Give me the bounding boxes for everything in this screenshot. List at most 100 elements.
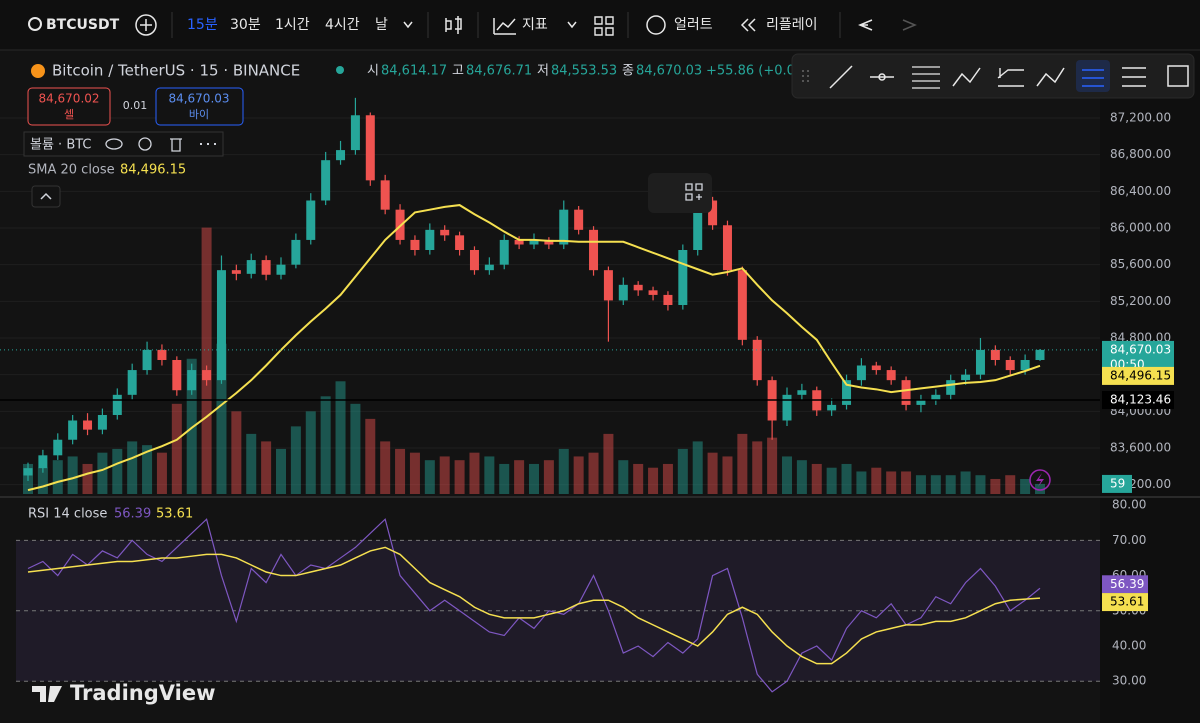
candle-body	[871, 365, 881, 371]
candle-body	[484, 264, 494, 271]
candle-body	[901, 380, 911, 405]
drawing-toolbar	[791, 53, 1195, 99]
candle-body	[38, 455, 48, 469]
volume-bar	[276, 448, 286, 494]
candle-body	[693, 200, 703, 251]
market-status	[336, 66, 344, 74]
position-tool[interactable]	[1122, 67, 1146, 87]
interval[interactable]: 1시간	[275, 17, 310, 33]
plot: 83,200.0083,600.0084,000.0084,400.0084,8…	[0, 97, 1174, 693]
add-icon	[140, 19, 152, 31]
interval[interactable]: 4시간	[325, 17, 360, 33]
abcd-tool[interactable]	[1036, 67, 1065, 87]
volume-bar	[335, 381, 346, 494]
brand-logo	[32, 686, 62, 702]
undo[interactable]	[858, 19, 873, 31]
collapse-button[interactable]	[31, 185, 61, 208]
add-symbol[interactable]	[135, 14, 157, 36]
rsi-tag	[1102, 593, 1148, 612]
buy-label: 바이	[189, 108, 209, 121]
add-widget[interactable]	[685, 183, 703, 201]
search-icon[interactable]	[28, 17, 42, 31]
interval[interactable]: 15분	[187, 17, 218, 33]
candle-body	[618, 284, 628, 301]
y-tick-label: 86,800.00	[1110, 147, 1171, 161]
buy-button[interactable]	[155, 87, 244, 126]
rsi-line	[27, 546, 1041, 665]
candle-body	[946, 380, 956, 395]
volume-bar	[886, 471, 897, 494]
rsi-title: RSI 14 close	[28, 507, 107, 522]
candle-body	[782, 394, 792, 421]
interval[interactable]: 30분	[230, 17, 261, 33]
replay-icon[interactable]	[740, 18, 756, 32]
indicator-icon[interactable]	[493, 18, 516, 35]
volume-bar	[156, 452, 167, 494]
alert[interactable]: 얼러트	[674, 17, 713, 33]
replay[interactable]: 리플레이	[766, 17, 818, 33]
sma-value: 84,496.15	[120, 163, 186, 178]
sell-button[interactable]	[27, 87, 111, 126]
change: +55.86 (+0.07	[706, 64, 803, 79]
candle-body	[187, 370, 197, 391]
volume-bar	[543, 460, 554, 494]
indicators[interactable]: 지표	[522, 17, 548, 33]
templates[interactable]	[594, 16, 614, 36]
projection-tool[interactable]	[997, 68, 1024, 87]
brand: TradingView	[70, 681, 215, 705]
volume-bar	[514, 460, 525, 494]
candle-body	[990, 349, 1000, 360]
volume-bar	[186, 358, 197, 494]
redo[interactable]	[902, 19, 917, 31]
candle-body	[469, 250, 479, 271]
volume-bar	[811, 463, 822, 494]
y-tick-label: 83,600.00	[1110, 440, 1171, 454]
candle-body	[127, 370, 137, 395]
candle-body	[336, 150, 346, 161]
symbol[interactable]: BTCUSDT	[46, 17, 120, 33]
volume-bar	[648, 467, 659, 494]
candle-body	[350, 115, 360, 151]
ohlc-value: 84,553.53	[551, 64, 617, 79]
y-tick-label: 40.00	[1112, 639, 1146, 653]
candle-body	[708, 200, 718, 226]
volume-bar	[127, 441, 138, 494]
rect-tool[interactable]	[1167, 65, 1189, 87]
settings-icon[interactable]	[138, 137, 152, 151]
volume-bar	[424, 460, 435, 494]
candle-body	[678, 250, 688, 305]
sell-label: 셀	[64, 108, 74, 121]
volume-bar	[37, 467, 48, 494]
delete-icon[interactable]	[170, 138, 182, 152]
volume-bar	[499, 463, 510, 494]
interval[interactable]: 날	[375, 17, 388, 33]
alert-icon[interactable]	[646, 15, 666, 35]
volume-bar	[707, 452, 718, 494]
ohlc-label: 저	[537, 64, 549, 79]
dropdown[interactable]	[403, 21, 413, 29]
dropdown[interactable]	[567, 21, 577, 29]
candle-body	[916, 400, 926, 405]
price-pane	[0, 97, 1100, 494]
volume-bar	[752, 441, 763, 494]
trend-line[interactable]	[829, 65, 853, 89]
volume-bar	[737, 433, 748, 494]
horizontal-ray[interactable]	[870, 73, 894, 81]
rsi-line	[27, 518, 1041, 693]
pattern-tool[interactable]	[952, 67, 981, 87]
symbol-title: Bitcoin / TetherUS · 15 · BINANCE	[52, 62, 300, 80]
y-tick-label: 87,200.00	[1110, 111, 1171, 125]
visibility-icon[interactable]	[105, 138, 123, 150]
chart-type[interactable]	[445, 16, 462, 34]
y-tick-label: 30.00	[1112, 674, 1146, 688]
candle-body	[737, 270, 747, 340]
candle-body	[589, 229, 599, 271]
fib-tool[interactable]	[912, 66, 940, 89]
event-icon[interactable]	[1029, 469, 1051, 491]
candle-body	[455, 235, 465, 251]
volume-bar	[52, 460, 63, 494]
volume-bar	[142, 445, 153, 494]
selected-tool[interactable]	[1076, 60, 1110, 92]
drag-handle[interactable]	[802, 70, 809, 84]
candle-body	[975, 349, 985, 375]
